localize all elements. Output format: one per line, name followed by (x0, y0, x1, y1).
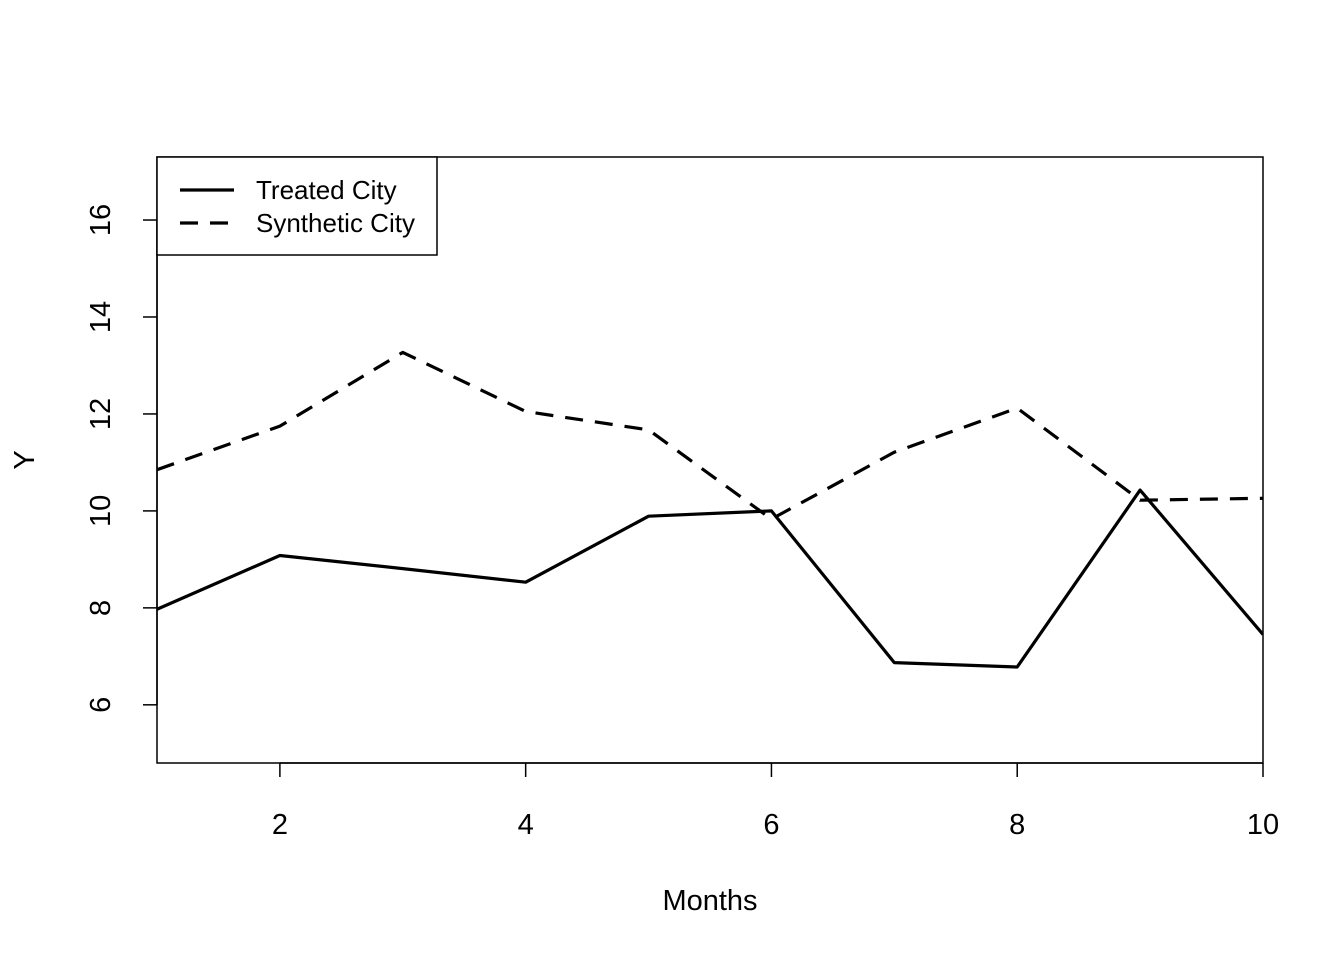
y-tick-label: 8 (85, 600, 117, 616)
series-layer (157, 350, 1263, 669)
x-tick-label: 2 (272, 809, 288, 841)
y-axis: 6 8 10 12 14 16 (85, 204, 158, 713)
series-line-1 (157, 488, 1263, 669)
x-axis-title: Months (662, 885, 757, 917)
x-axis: 2 4 6 8 10 (272, 762, 1279, 841)
y-axis-title: Y (9, 450, 41, 469)
y-tick-label: 14 (85, 301, 117, 333)
series-line-2 (157, 350, 1263, 521)
legend-label: Synthetic City (256, 208, 415, 238)
legend-box (156, 156, 438, 256)
x-tick-label: 6 (763, 809, 779, 841)
y-tick-label: 6 (85, 697, 117, 713)
y-tick-label: 12 (85, 398, 117, 430)
x-tick-label: 8 (1009, 809, 1025, 841)
legend-label: Treated City (256, 175, 397, 205)
y-tick-label: 16 (85, 204, 117, 236)
y-tick-label: 10 (85, 495, 117, 527)
x-tick-label: 10 (1247, 809, 1279, 841)
x-tick-label: 4 (518, 809, 534, 841)
